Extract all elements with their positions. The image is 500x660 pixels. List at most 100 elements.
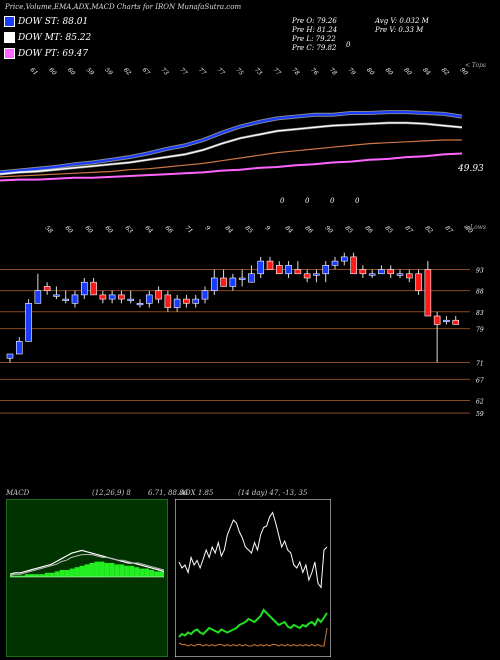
candle-body (266, 260, 274, 270)
macd-bar (14, 575, 20, 577)
ema-top-label: 77 (216, 66, 226, 76)
ema-top-label: 90 (459, 66, 469, 76)
price-y-label: 59 (476, 411, 484, 418)
price-top-label: 58 (44, 224, 54, 234)
candle-body (331, 260, 339, 266)
candle-body (415, 273, 422, 291)
ema-top-label: 77 (197, 66, 207, 76)
candle-body (220, 277, 227, 287)
macd-bar (74, 567, 80, 577)
macd-bar (59, 570, 65, 577)
ema-top-label: 78 (328, 66, 338, 76)
price-top-label: 85 (384, 224, 394, 234)
price-y-labels: 93 88 83 79 71 67 62 59 (476, 268, 484, 419)
price-top-label: 90 (324, 224, 334, 234)
macd-bar (139, 568, 145, 577)
ema-series-line (0, 139, 462, 178)
adx-line (178, 511, 328, 589)
macd-bar (119, 564, 125, 577)
candle-body (368, 273, 376, 276)
legend-label-st: DOW ST: 88.01 (18, 16, 89, 27)
macd-bar (94, 561, 100, 577)
candle-body (118, 294, 125, 300)
price-top-label: 84 (224, 224, 234, 234)
stat-close: Pre C: 79.82 (292, 44, 337, 52)
price-panel: 58 60 60 60 63 64 66 71 9 84 85 9 84 86 90 85 86 85 87 82 87… (0, 224, 486, 419)
candle-body (173, 298, 181, 308)
candle-body (53, 294, 60, 297)
ema-top-label: 78 (290, 66, 300, 76)
ema-top-label: 77 (178, 66, 188, 76)
candle-body (257, 260, 265, 275)
candle-body (210, 277, 218, 291)
price-top-label: 9 (264, 224, 272, 232)
ema-top-label: 82 (440, 66, 450, 76)
candle-body (359, 269, 367, 275)
candle-body (350, 256, 357, 275)
ema-bottom-label: 0 (305, 197, 310, 205)
adx-panel (175, 499, 331, 657)
ema-top-label: 59 (85, 66, 95, 76)
price-y-label: 88 (476, 289, 484, 296)
adx-line (178, 627, 328, 647)
price-top-label: 84 (284, 224, 294, 234)
price-top-labels: 58 60 60 60 63 64 66 71 9 84 85 9 84 86 90 85 86 85 87 82 87… (44, 224, 474, 234)
macd-bar (54, 571, 60, 577)
legend-dow-mt: DOW MT: 85.22 (4, 32, 91, 43)
ema-top-labels: 61 60 60 59 59 62 67 73 77 77 77 75 73 77 78 76 78 79 80 80… (29, 66, 469, 76)
candle-body (192, 298, 200, 304)
macd-background (6, 499, 168, 657)
ema-last-value-label: 49.93 (457, 164, 484, 174)
price-top-label: 71 (184, 224, 194, 234)
price-top-label: 9 (204, 224, 212, 232)
candle-body (136, 303, 144, 306)
price-y-label: 67 (476, 377, 484, 384)
candle-body (322, 265, 330, 275)
ema-top-label: 79 (346, 66, 356, 76)
price-candles (6, 252, 460, 363)
candle-body (275, 265, 283, 275)
ema-series-line (0, 110, 463, 174)
macd-bar (129, 565, 135, 577)
legend-dow-pt: DOW PT: 69.47 (4, 48, 88, 59)
candle-body (127, 298, 135, 301)
candle-body (80, 281, 88, 296)
price-top-label: 85 (244, 224, 254, 234)
candle-body (285, 265, 292, 275)
ema-corner-label: < Tops (465, 62, 486, 69)
ema-panel: 61 60 60 59 59 62 67 73 77 77 77 75 73 77 78 76 78 79 80 80… (0, 62, 486, 205)
candle-body (201, 290, 209, 300)
macd-bar (159, 571, 164, 577)
macd-bar (64, 570, 70, 577)
ema-top-label: 60 (66, 66, 76, 76)
macd-overlay-label: ADX 1.85 (180, 489, 214, 497)
adx-line (178, 608, 328, 638)
macd-bar (39, 574, 45, 577)
ema-bottom-label: 0 (280, 197, 285, 205)
macd-bar (24, 574, 30, 577)
macd-bar (99, 561, 105, 577)
legend-label-pt: DOW PT: 69.47 (18, 48, 89, 59)
ema-top-label: 80 (365, 66, 375, 76)
candle-body (155, 290, 162, 300)
legend-swatch-st (4, 16, 15, 27)
price-top-label: 86 (364, 224, 374, 234)
macd-bar (154, 571, 160, 577)
ema-series-line (0, 152, 463, 182)
ema-bottom-labels: 0 0 0 0 (280, 197, 360, 205)
macd-bar (149, 570, 155, 577)
ema-top-label: 60 (47, 66, 57, 76)
adx-params: (14 day) 47, -13, 35 (238, 489, 308, 497)
adx-lines (178, 511, 328, 647)
macd-lines (9, 549, 165, 578)
candle-body (303, 273, 311, 279)
macd-title: MACD (6, 489, 30, 497)
macd-histogram (10, 561, 164, 577)
price-gridlines (0, 269, 470, 414)
ema-top-label: 73 (253, 66, 263, 76)
ema-top-label: 73 (159, 66, 169, 76)
price-y-label: 71 (476, 360, 484, 367)
adx-background (175, 499, 331, 657)
ema-top-label: 76 (309, 66, 319, 76)
candle-body (378, 269, 385, 275)
